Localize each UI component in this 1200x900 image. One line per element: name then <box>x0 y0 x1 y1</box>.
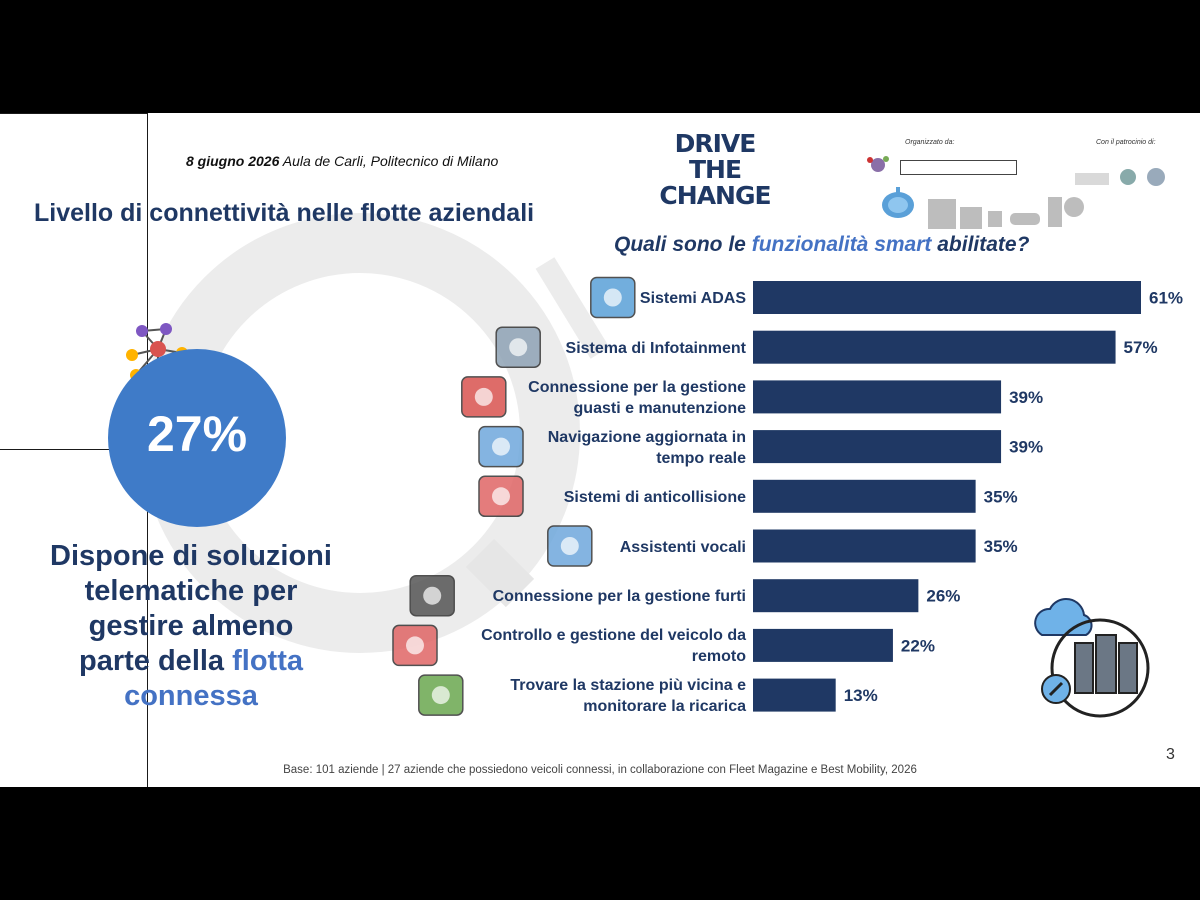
kpi-desc-line2: telematiche per <box>84 575 298 607</box>
bar-value-label-9: 13% <box>844 686 878 705</box>
bar-5 <box>753 479 976 513</box>
thief-car-icon <box>409 574 455 617</box>
kpi-desc-line4: parte della <box>79 645 233 677</box>
event-info: 8 giugno 2026 Aula de Carli, Politecnico… <box>186 153 498 169</box>
category-label-line: Connessione per la gestione furti <box>492 588 746 606</box>
slide: 8 giugno 2026 Aula de Carli, Politecnico… <box>0 113 1200 787</box>
ev-charging-icon <box>418 674 464 716</box>
cloud-car-icon <box>590 276 636 319</box>
organizer-logo-icon <box>867 156 889 172</box>
event-place: Aula de Carli, Politecnico di Milano <box>279 153 499 169</box>
industry-icons <box>928 197 1084 229</box>
kpi-desc-line1: Dispone di soluzioni <box>50 540 332 572</box>
category-label-1: Sistemi ADAS <box>640 288 746 309</box>
organized-by-label: Organizzato da: <box>905 139 955 146</box>
category-label-line: Connessione per la gestione <box>528 378 746 396</box>
bar-value-label-6: 35% <box>984 537 1018 556</box>
kpi-circle <box>108 349 286 527</box>
bar-8 <box>753 628 893 662</box>
brain-icon <box>882 187 914 218</box>
page-title: Livello di connettività nelle flotte azi… <box>34 199 535 227</box>
question-part2: abilitate? <box>931 233 1030 256</box>
question-highlight: funzionalità smart <box>751 233 932 256</box>
category-label-line: Navigazione aggiornata in <box>547 428 746 446</box>
category-label-line: Controllo e gestione del veicolo da <box>481 627 746 645</box>
category-label-line: Assistenti vocali <box>619 538 746 556</box>
category-label-2: Sistema di Infotainment <box>566 338 746 359</box>
kpi-desc-line3: gestire almeno <box>88 610 294 642</box>
category-label-line: monitorare la ricarica <box>583 698 746 716</box>
kpi-description: Dispone di soluzioni telematiche per ges… <box>20 539 362 714</box>
bar-3 <box>753 380 1002 414</box>
car-crash-icon <box>478 475 524 518</box>
bar-6 <box>753 529 976 563</box>
bar-value-label-7: 26% <box>926 587 960 606</box>
phone-location-icon <box>392 624 438 667</box>
category-label-line: tempo reale <box>656 449 746 467</box>
event-logo: DRIVE THE CHANGE <box>650 131 780 209</box>
category-label-line: Sistemi di anticollisione <box>563 488 746 506</box>
bar-value-label-8: 22% <box>901 636 935 655</box>
category-label-line: guasti e manutenzione <box>573 399 746 417</box>
category-label-line: Sistemi ADAS <box>639 290 746 307</box>
organizer-logo-box <box>900 160 1017 175</box>
category-label-9: Trovare la stazione più vicina e monitora… <box>510 675 746 717</box>
category-label-5: Sistemi di anticollisione <box>564 487 746 508</box>
patronage-logos <box>1075 168 1165 186</box>
kpi-value: 27% <box>146 406 248 462</box>
kpi-desc-line5-highlight: connessa <box>124 680 258 712</box>
footnote: Base: 101 aziende | 27 aziende che possi… <box>283 764 917 776</box>
category-label-8: Controllo e gestione del veicolo da remot… <box>481 625 746 667</box>
category-label-line: Sistema di Infotainment <box>565 339 746 357</box>
ai-microphone-icon <box>547 525 593 567</box>
category-label-4: Navigazione aggiornata in tempo reale <box>548 427 746 469</box>
patronage-label: Con il patrocinio di: <box>1096 139 1156 146</box>
question-part1: Quali sono le <box>614 233 752 256</box>
chart-question: Quali sono le funzionalità smart abilita… <box>614 233 1029 257</box>
bar-value-label-4: 39% <box>1009 438 1043 457</box>
bar-value-label-1: 61% <box>1149 289 1183 308</box>
category-label-3: Connessione per la gestione guasti e manu… <box>528 377 746 419</box>
logo-line1: DRIVE <box>674 129 757 158</box>
bar-value-label-2: 57% <box>1124 338 1158 357</box>
server-cloud-icon <box>1034 598 1150 718</box>
bar-9 <box>753 678 836 712</box>
navigation-map-icon <box>478 425 524 468</box>
category-label-line: remoto <box>691 648 746 666</box>
kpi-desc-line4-highlight: flotta <box>232 645 303 677</box>
category-label-line: Trovare la stazione più vicina e <box>510 677 746 695</box>
car-warning-icon <box>461 376 507 418</box>
bar-value-label-5: 35% <box>984 487 1018 506</box>
infotainment-screen-icon <box>495 326 541 368</box>
divider-top <box>0 113 148 114</box>
page-number: 3 <box>1166 746 1175 763</box>
bar-2 <box>753 330 1116 364</box>
bar-value-label-3: 39% <box>1009 388 1043 407</box>
bar-chart: 61% 57% 39% 39% 35% 35% 26% 22% 13% <box>392 276 1183 716</box>
bar-1 <box>753 281 1141 314</box>
bar-4 <box>753 430 1002 464</box>
category-label-6: Assistenti vocali <box>620 537 746 558</box>
category-label-7: Connessione per la gestione furti <box>493 586 746 607</box>
event-date: 8 giugno 2026 <box>186 153 280 169</box>
bar-7 <box>753 579 919 613</box>
partner-logos <box>867 156 1165 229</box>
divider-middle <box>0 449 148 450</box>
logo-line2: THE CHANGE <box>659 155 771 210</box>
